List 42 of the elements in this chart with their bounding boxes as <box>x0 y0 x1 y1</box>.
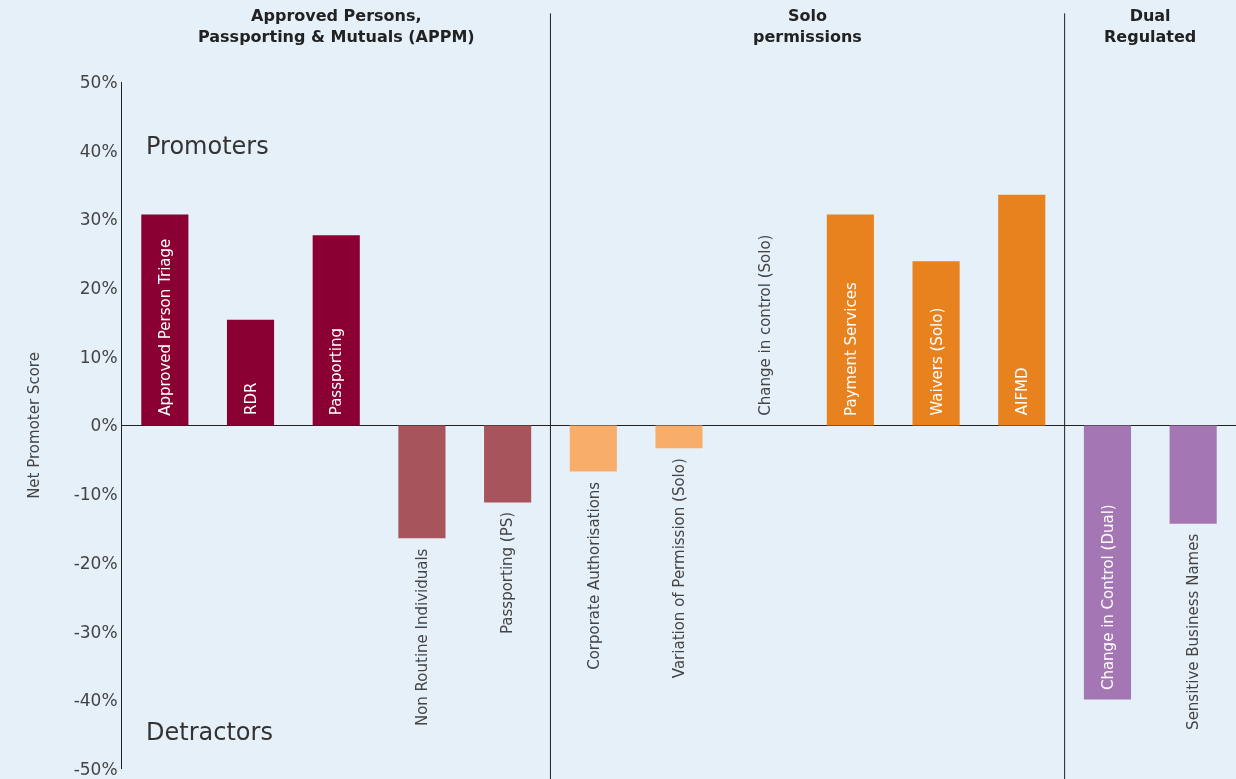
bar <box>569 425 617 472</box>
bar <box>655 425 703 449</box>
y-tick-label: 0% <box>90 415 118 436</box>
text: Dual Regulated <box>1104 6 1197 46</box>
bar <box>826 214 874 426</box>
x-tick-label: Waivers (Solo) <box>927 307 946 416</box>
y-tick-label: 50% <box>79 71 118 92</box>
bar <box>912 261 960 426</box>
y-tick-label: 20% <box>79 278 118 299</box>
bar <box>1083 425 1132 700</box>
y-tick-label: 40% <box>79 140 118 161</box>
y-tick-label: -20% <box>73 552 118 573</box>
bar <box>141 214 189 426</box>
bar <box>1169 425 1217 524</box>
x-tick-label: Passporting <box>327 328 346 416</box>
bar <box>312 235 360 426</box>
y-tick-label: 10% <box>79 346 118 367</box>
annotation: Promoters <box>146 132 269 160</box>
bar <box>484 425 532 503</box>
y-axis-title: Net Promoter Score <box>24 352 43 499</box>
x-tick-label: AIFMD <box>1013 367 1032 416</box>
y-tick-label: 30% <box>79 209 118 230</box>
y-tick-label: -10% <box>73 484 118 505</box>
bar <box>398 425 446 539</box>
x-tick-label: RDR <box>242 382 261 416</box>
annotation: Detractors <box>146 718 273 746</box>
bar <box>998 194 1046 426</box>
x-tick-label: Payment Services <box>841 282 860 416</box>
text: Approved Persons, Passporting & Mutuals (APPM) <box>198 6 475 46</box>
text: Solo permissions <box>753 6 862 46</box>
x-tick-label: Variation of Permission (Solo) <box>669 458 688 679</box>
x-tick-label: Change in Control (Dual) <box>1098 504 1117 691</box>
y-tick-label: -30% <box>73 621 118 642</box>
y-tick-label: -50% <box>73 758 118 779</box>
x-tick-label: Passporting (PS) <box>498 511 517 635</box>
x-tick-label: Non Routine Individuals <box>412 548 431 727</box>
x-tick-label: Sensitive Business Names <box>1184 533 1203 730</box>
x-tick-label: Corporate Authorisations <box>584 481 603 670</box>
y-tick-label: -40% <box>73 690 118 711</box>
x-tick-label: Approved Person Triage <box>155 238 174 416</box>
bar <box>226 319 275 426</box>
x-tick-label: Change in control (Solo) <box>755 234 774 416</box>
